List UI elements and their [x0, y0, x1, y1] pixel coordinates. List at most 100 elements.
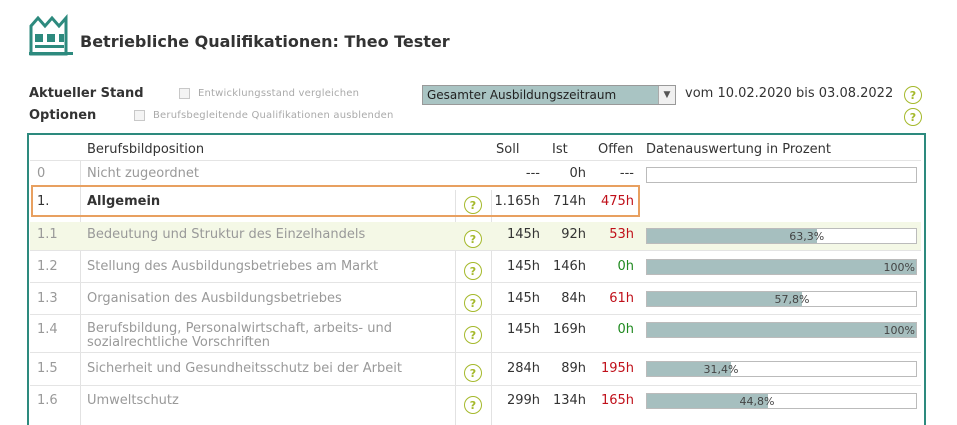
progress-fill — [647, 323, 916, 337]
row-offen: 61h — [609, 291, 634, 306]
help-icon[interactable]: ? — [904, 86, 922, 104]
row-title: Nicht zugeordnet — [87, 166, 199, 181]
row-offen: 165h — [600, 393, 634, 408]
progress-label: 100% — [883, 261, 915, 274]
column-divider — [491, 190, 492, 425]
progress-bar — [646, 167, 917, 183]
progress-fill — [647, 260, 916, 274]
col-header-chart: Datenauswertung in Prozent — [646, 142, 831, 157]
progress-bar: 31,4% — [646, 361, 917, 377]
row-ist: 714h — [552, 194, 586, 209]
divider — [30, 352, 921, 353]
progress-bar: 44,8% — [646, 393, 917, 409]
progress-bar: 57,8% — [646, 291, 917, 307]
row-soll: 1.165h — [494, 194, 540, 209]
row-soll: 145h — [506, 291, 540, 306]
options-row: Optionen Berufsbegleitende Qualifikation… — [29, 108, 394, 123]
row-soll: 145h — [506, 227, 540, 242]
row-ist: 134h — [552, 393, 586, 408]
row-title[interactable]: Sicherheit und Gesundheitsschutz bei der… — [87, 361, 402, 376]
row-soll: 299h — [506, 393, 540, 408]
page-header: Betriebliche Qualifikationen: Theo Teste… — [28, 14, 450, 56]
selected-row-highlight — [31, 185, 640, 217]
row-title[interactable]: Stellung des Ausbildungsbetriebes am Mar… — [87, 259, 379, 274]
column-divider — [455, 190, 456, 425]
row-offen: 475h — [600, 194, 634, 209]
progress-fill — [647, 394, 768, 408]
row-soll: 284h — [506, 361, 540, 376]
qualifications-panel — [27, 133, 926, 425]
row-offen: 0h — [617, 322, 634, 337]
row-number: 1.4 — [37, 322, 58, 337]
status-label: Aktueller Stand — [29, 86, 144, 101]
col-header-offen: Offen — [598, 142, 634, 157]
progress-fill — [647, 292, 803, 306]
row-soll: 145h — [506, 259, 540, 274]
compare-checkbox[interactable] — [179, 88, 190, 99]
progress-bar: 63,3% — [646, 228, 917, 244]
row-number: 0 — [37, 166, 46, 181]
row-title[interactable]: Allgemein — [87, 194, 161, 209]
row-ist: 146h — [552, 259, 586, 274]
status-row: Aktueller Stand Entwicklungsstand vergle… — [29, 86, 359, 101]
divider — [30, 282, 921, 283]
row-ist: 89h — [561, 361, 586, 376]
col-header-ist: Ist — [552, 142, 568, 157]
divider — [30, 250, 921, 251]
progress-fill — [647, 362, 732, 376]
row-soll: --- — [525, 166, 540, 181]
row-offen: 53h — [609, 227, 634, 242]
row-soll: 145h — [506, 322, 540, 337]
date-range: vom 10.02.2020 bis 03.08.2022 — [685, 86, 894, 101]
row-title-line: Berufsbildung, Personalwirtschaft, arbei… — [87, 321, 392, 336]
compare-label: Entwicklungsstand vergleichen — [198, 88, 360, 99]
divider — [30, 385, 921, 386]
help-icon[interactable]: ? — [464, 326, 482, 344]
row-number: 1.2 — [37, 259, 58, 274]
row-title[interactable]: Umweltschutz — [87, 393, 179, 408]
row-ist: 0h — [569, 166, 586, 181]
progress-label: 100% — [883, 324, 915, 337]
progress-bar: 100% — [646, 322, 917, 338]
help-icon[interactable]: ? — [464, 196, 482, 214]
row-title[interactable]: Organisation des Ausbildungsbetriebes — [87, 291, 342, 306]
progress-label: 44,8% — [739, 395, 775, 408]
progress-label: 57,8% — [774, 293, 810, 306]
progress-label: 31,4% — [703, 363, 739, 376]
help-icon[interactable]: ? — [464, 230, 482, 248]
page-title: Betriebliche Qualifikationen: Theo Teste… — [80, 31, 450, 51]
period-select-value: Gesamter Ausbildungszeitraum — [427, 88, 617, 102]
row-number: 1. — [37, 194, 50, 209]
row-title[interactable]: Bedeutung und Struktur des Einzelhandels — [87, 227, 366, 242]
chevron-down-icon[interactable]: ▼ — [658, 86, 675, 104]
row-offen: 195h — [600, 361, 634, 376]
period-select[interactable]: Gesamter Ausbildungszeitraum ▼ — [422, 85, 676, 105]
col-header-position: Berufsbildposition — [87, 142, 205, 157]
col-header-soll: Soll — [496, 142, 520, 157]
help-icon[interactable]: ? — [464, 364, 482, 382]
column-divider — [80, 160, 81, 425]
row-ist: 84h — [561, 291, 586, 306]
row-number: 1.1 — [37, 227, 58, 242]
row-offen: 0h — [617, 259, 634, 274]
help-icon[interactable]: ? — [464, 262, 482, 280]
hide-label: Berufsbegleitende Qualifikationen ausble… — [153, 110, 394, 121]
help-icon[interactable]: ? — [464, 294, 482, 312]
help-icon[interactable]: ? — [904, 108, 922, 126]
divider — [30, 160, 921, 161]
options-label: Optionen — [29, 108, 97, 123]
divider — [30, 314, 921, 315]
help-icon[interactable]: ? — [464, 396, 482, 414]
factory-icon — [29, 14, 73, 56]
progress-fill — [647, 229, 818, 243]
row-number: 1.3 — [37, 291, 58, 306]
progress-bar: 100% — [646, 259, 917, 275]
row-ist: 169h — [552, 322, 586, 337]
row-number: 1.5 — [37, 361, 58, 376]
row-title[interactable]: Berufsbildung, Personalwirtschaft, arbei… — [87, 322, 392, 350]
hide-checkbox[interactable] — [134, 110, 145, 121]
row-number: 1.6 — [37, 393, 58, 408]
row-offen: --- — [619, 166, 634, 181]
row-ist: 92h — [561, 227, 586, 242]
row-title-line: sozialrechtliche Vorschriften — [87, 335, 271, 350]
